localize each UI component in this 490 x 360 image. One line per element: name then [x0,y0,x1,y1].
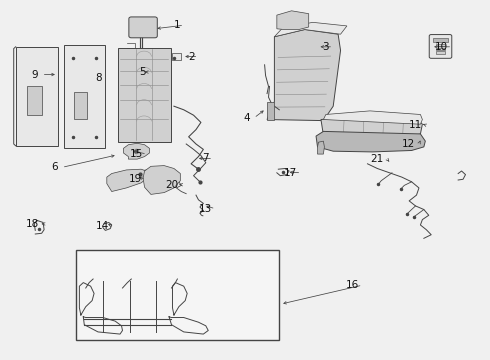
Text: 11: 11 [409,120,422,130]
Text: 12: 12 [402,139,415,149]
Polygon shape [143,166,180,194]
Polygon shape [123,143,149,159]
Polygon shape [267,30,341,121]
Bar [27,86,42,115]
Text: 7: 7 [202,153,209,163]
Text: 4: 4 [243,113,250,123]
Bar [433,38,448,42]
Text: 14: 14 [96,221,109,231]
Bar [436,44,445,46]
Text: 17: 17 [284,168,297,178]
Text: 9: 9 [31,69,38,80]
Bar [436,51,445,54]
Text: 6: 6 [51,162,58,172]
Polygon shape [267,102,274,120]
Text: 15: 15 [130,149,143,159]
Bar [76,250,279,340]
FancyBboxPatch shape [429,35,452,58]
Bar [64,45,105,148]
Text: 8: 8 [95,73,101,84]
Text: 19: 19 [129,174,142,184]
Text: 2: 2 [188,51,195,62]
Polygon shape [107,169,149,192]
Text: 16: 16 [345,280,359,290]
Polygon shape [316,131,425,152]
Polygon shape [16,47,58,146]
Bar [436,48,445,50]
Text: 21: 21 [370,154,383,164]
Text: 5: 5 [139,67,146,77]
Text: 18: 18 [25,219,39,229]
Text: 3: 3 [322,42,329,52]
Text: 20: 20 [165,180,178,190]
Polygon shape [321,116,422,139]
Text: 13: 13 [198,204,212,214]
Polygon shape [277,11,309,30]
Polygon shape [274,22,347,37]
Bar [172,53,181,60]
FancyBboxPatch shape [129,17,157,38]
Bar [74,92,87,119]
Polygon shape [118,48,171,142]
Polygon shape [323,111,422,124]
Text: 1: 1 [173,20,180,30]
Text: 10: 10 [435,42,448,52]
Polygon shape [318,141,324,154]
